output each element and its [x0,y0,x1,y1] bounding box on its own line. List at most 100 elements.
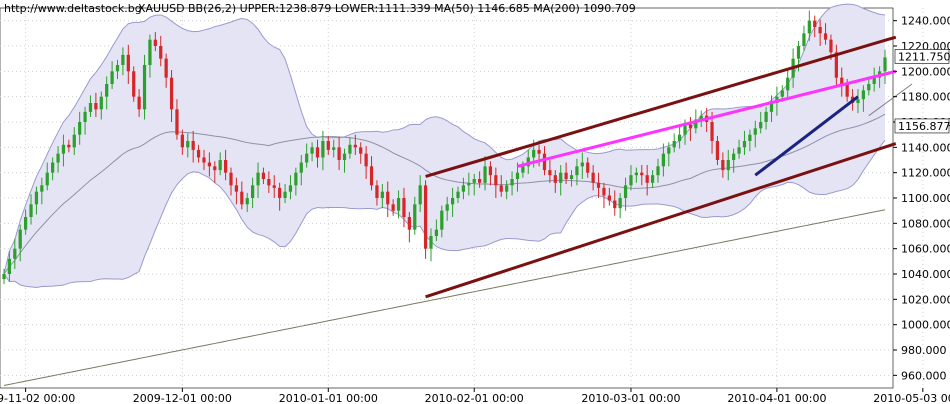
candle-body [267,179,271,186]
candle-body [602,187,606,196]
candle-body [332,147,336,150]
candle-body [105,84,109,97]
candle-body [542,153,547,171]
candle-body [153,39,157,46]
candle-body [207,162,212,167]
y-tick-label: 960.000 [901,369,947,382]
candle-body [737,147,741,154]
candle-body [786,77,790,91]
candle-body [553,175,557,183]
candle-body [818,27,822,34]
candle-body [294,172,298,186]
y-tick-label: 1180.000 [901,91,950,104]
candle-body [386,191,390,205]
x-tick-label: 2009-12-01 00:00 [133,392,232,404]
ma50-line [3,113,886,275]
candle-body [115,65,120,72]
candle-body [196,149,201,158]
candle-body [434,229,439,236]
bollinger-band-fill [4,4,885,288]
candle-body [364,153,368,167]
candle-body [494,175,498,186]
x-tick-label: 2009-11-02 00:00 [0,392,75,404]
candle-body [175,109,179,135]
x-tick-label: 2010-04-01 00:00 [727,392,826,404]
candle-body [261,172,266,179]
candle-body [667,147,671,154]
candle-body [607,195,611,201]
candle-body [748,134,752,141]
candle-body [359,147,363,154]
candle-body [883,57,887,72]
candle-body [391,204,395,211]
ma200-line [3,209,886,386]
candle-body [99,96,103,110]
candle-body [375,185,379,198]
candle-body [623,185,628,198]
candle-body [840,77,844,84]
candle-body [88,103,93,112]
candle-body [23,217,28,230]
candle-body [342,153,347,160]
y-tick-label: 1000.000 [901,319,950,332]
candle-body [164,58,168,78]
trendline-navy[interactable] [754,95,859,177]
candle-body [742,141,747,148]
candle-body [823,33,828,40]
candle-body [148,39,152,65]
candle-body [872,77,876,84]
candle-body [348,144,352,154]
indicator-summary: BB(26,2) UPPER:1238.879 LOWER:1111.339 M… [188,2,636,15]
candle-body [234,185,239,192]
candle-body [186,141,190,148]
candle-body [483,166,487,183]
y-tick-label: 1060.000 [901,243,950,256]
candle-body [488,166,493,176]
ma50-price-label: 1156.877 [898,120,950,133]
candle-body [715,141,720,160]
candle-body [661,153,666,167]
candle-body [802,33,806,46]
trendline-channel[interactable] [425,142,897,299]
candle-body [321,141,325,158]
candle-body [732,153,736,160]
candle-body [299,162,303,173]
candle-body [396,198,401,211]
candle-body [7,258,12,274]
candle-body [688,124,693,129]
candle-body [2,274,6,280]
candle-body [505,185,509,192]
trendline-magenta[interactable] [517,69,897,168]
candle-body [521,166,525,173]
bollinger-lower-line [3,139,886,288]
trendline-layer [425,35,913,299]
last-price-label-box [894,49,950,64]
y-tick-label: 1020.000 [901,293,950,306]
y-tick-label: 1200.000 [901,65,950,78]
candle-body [278,187,282,198]
candle-body [650,175,655,183]
candle-body [126,54,130,72]
candle-body [326,141,330,150]
candle-body [726,160,730,171]
candle-body [51,162,55,173]
candle-body [445,204,449,211]
candle-body [240,191,244,205]
candle-body [132,71,136,97]
candle-body [596,182,601,188]
candle-body [223,160,228,173]
bollinger-upper-line [3,3,886,275]
ma50-price-label-box [894,118,950,134]
candle-body [478,179,482,183]
trendline-gray[interactable] [868,83,913,117]
candle-body [229,172,233,186]
candle-body [34,191,39,205]
candle-body [288,185,293,192]
candle-body [380,191,384,198]
y-tick-label: 1120.000 [901,167,950,180]
trendline-channel[interactable] [425,35,897,178]
candle-body [834,52,838,78]
candle-body [450,198,455,205]
